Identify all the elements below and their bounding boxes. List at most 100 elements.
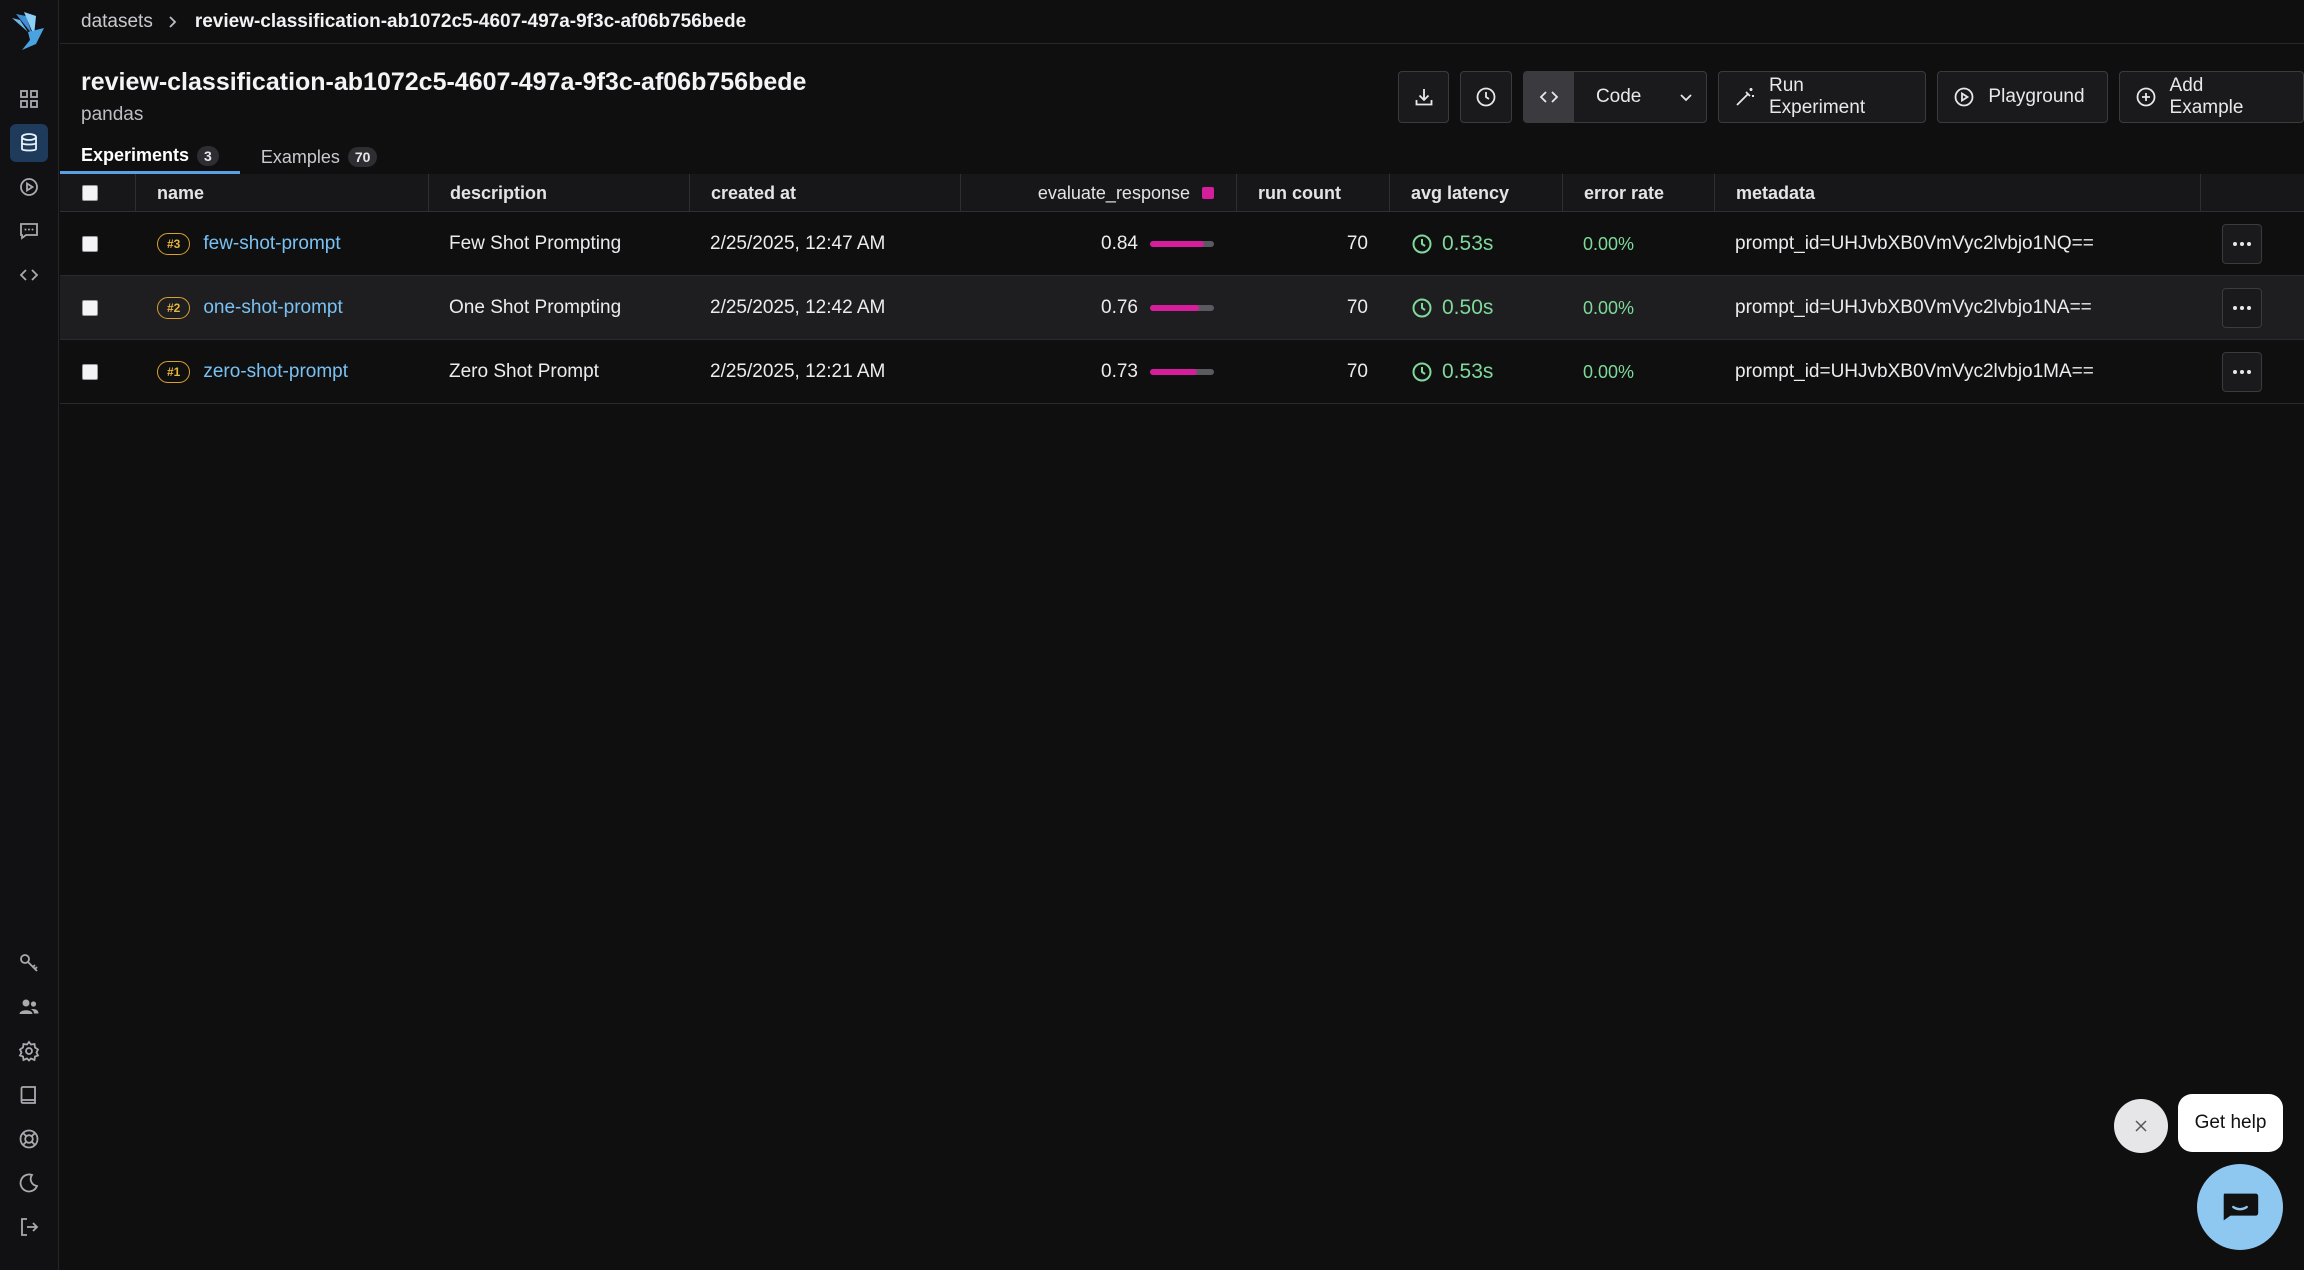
- history-button[interactable]: [1460, 71, 1512, 123]
- playground-label: Playground: [1988, 86, 2085, 107]
- score-bar-fill: [1150, 305, 1199, 311]
- breadcrumb-current: review-classification-ab1072c5-4607-497a…: [194, 10, 747, 32]
- created-at-cell: 2/25/2025, 12:47 AM: [710, 233, 886, 254]
- score-bar-fill: [1150, 241, 1204, 247]
- clock-icon: [1412, 298, 1432, 318]
- experiment-link[interactable]: zero-shot-prompt: [203, 361, 349, 382]
- table-row[interactable]: #2 one-shot-prompt One Shot Prompting 2/…: [60, 276, 2304, 340]
- experiment-link[interactable]: one-shot-prompt: [203, 297, 343, 318]
- table-row[interactable]: #3 few-shot-prompt Few Shot Prompting 2/…: [60, 212, 2304, 276]
- chat-bubble-icon: [2223, 1193, 2259, 1221]
- description-cell: Few Shot Prompting: [449, 233, 622, 254]
- page-subtitle: pandas: [81, 104, 144, 125]
- tab-label: Examples: [260, 146, 340, 167]
- score-bar: [1150, 369, 1214, 375]
- metadata-cell: prompt_id=UHJvbXB0VmVyc2lvbjo1NA==: [1735, 297, 2092, 318]
- header-actions: Code Run Experiment Playground Add Examp…: [1398, 71, 2304, 123]
- column-header-run-count[interactable]: run count: [1236, 174, 1389, 212]
- more-horizontal-icon: [2233, 370, 2251, 374]
- series-color-swatch: [1202, 187, 1214, 199]
- avg-latency-value: 0.53s: [1442, 232, 1494, 255]
- download-button[interactable]: [1398, 71, 1450, 123]
- help-chat-launcher-button[interactable]: [2197, 1164, 2283, 1250]
- column-header-avg-latency[interactable]: avg latency: [1389, 174, 1562, 212]
- sidebar: [0, 0, 59, 1270]
- page-title: review-classification-ab1072c5-4607-497a…: [81, 68, 807, 96]
- row-checkbox[interactable]: [82, 300, 98, 316]
- column-header-error-rate[interactable]: error rate: [1562, 174, 1714, 212]
- created-at-cell: 2/25/2025, 12:42 AM: [710, 297, 886, 318]
- row-more-button[interactable]: [2222, 224, 2262, 264]
- nav-prompts-message-icon[interactable]: [10, 212, 48, 250]
- play-circle-icon: [1952, 85, 1976, 109]
- select-all-checkbox[interactable]: [82, 185, 98, 201]
- nav-projects-grid-icon[interactable]: [10, 80, 48, 118]
- experiments-table: name description created at evaluate_res…: [60, 174, 2304, 404]
- avg-latency-cell: 0.53s: [1410, 340, 1493, 404]
- logo-icon[interactable]: [10, 10, 48, 52]
- nav-support-lifebuoy-icon[interactable]: [10, 1120, 48, 1158]
- row-actions-cell: [2222, 212, 2262, 276]
- row-select-cell: [82, 212, 98, 276]
- tab-examples[interactable]: Examples 70: [240, 140, 399, 174]
- evaluate-response-cell: 0.76: [960, 276, 1214, 340]
- row-more-button[interactable]: [2222, 352, 2262, 392]
- row-checkbox[interactable]: [82, 364, 98, 380]
- more-horizontal-icon: [2233, 242, 2251, 246]
- wand-icon: [1733, 85, 1757, 109]
- avg-latency-value: 0.53s: [1442, 360, 1494, 383]
- nav-api-keys-key-icon[interactable]: [10, 944, 48, 982]
- chevron-down-icon: [1666, 89, 1706, 105]
- description-cell: Zero Shot Prompt: [449, 361, 599, 382]
- clock-icon: [1474, 85, 1498, 109]
- score-value: 0.73: [1101, 361, 1138, 382]
- name-cell: #1 zero-shot-prompt: [157, 340, 348, 404]
- description-cell: One Shot Prompting: [449, 297, 622, 318]
- tab-experiments[interactable]: Experiments 3: [60, 140, 240, 174]
- run-experiment-button[interactable]: Run Experiment: [1718, 71, 1927, 123]
- run-count-cell: 70: [1346, 297, 1368, 318]
- tab-count-badge: 70: [347, 147, 378, 167]
- table-row[interactable]: #1 zero-shot-prompt Zero Shot Prompt 2/2…: [60, 340, 2304, 404]
- row-checkbox[interactable]: [82, 236, 98, 252]
- tab-bar: Experiments 3 Examples 70: [60, 140, 398, 174]
- score-value: 0.84: [1101, 233, 1138, 254]
- nav-settings-icon[interactable]: [10, 1032, 48, 1070]
- breadcrumb-datasets-link[interactable]: datasets: [81, 10, 153, 32]
- help-close-button[interactable]: [2114, 1099, 2168, 1153]
- column-header-evaluate-response[interactable]: evaluate_response: [960, 174, 1236, 212]
- chevron-right-icon: [167, 15, 179, 29]
- evaluate-response-cell: 0.84: [960, 212, 1214, 276]
- column-header-description[interactable]: description: [428, 174, 689, 212]
- select-all-cell: [60, 174, 135, 212]
- nav-datasets-database-icon[interactable]: [10, 124, 48, 162]
- column-header-actions: [2200, 174, 2304, 212]
- row-select-cell: [82, 276, 98, 340]
- nav-docs-book-icon[interactable]: [10, 1076, 48, 1114]
- avg-latency-value: 0.50s: [1442, 296, 1494, 319]
- add-example-button[interactable]: Add Example: [2118, 71, 2304, 123]
- playground-button[interactable]: Playground: [1937, 71, 2108, 123]
- nav-apis-code-icon[interactable]: [10, 256, 48, 294]
- column-header-created-at[interactable]: created at: [689, 174, 960, 212]
- tab-count-badge: 3: [197, 145, 219, 166]
- more-horizontal-icon: [2233, 306, 2251, 310]
- experiment-link[interactable]: few-shot-prompt: [203, 233, 341, 254]
- column-header-name[interactable]: name: [135, 174, 428, 212]
- close-icon: [2135, 1120, 2147, 1132]
- code-icon: [1523, 72, 1574, 122]
- nav-theme-moon-icon[interactable]: [10, 1164, 48, 1202]
- name-cell: #3 few-shot-prompt: [157, 212, 341, 276]
- code-dropdown[interactable]: Code: [1522, 71, 1707, 123]
- code-dropdown-label: Code: [1595, 86, 1642, 107]
- error-rate-cell: 0.00%: [1583, 233, 1635, 254]
- name-cell: #2 one-shot-prompt: [157, 276, 343, 340]
- row-actions-cell: [2222, 276, 2262, 340]
- nav-logout-icon[interactable]: [10, 1208, 48, 1246]
- row-more-button[interactable]: [2222, 288, 2262, 328]
- column-header-metadata[interactable]: metadata: [1714, 174, 2200, 212]
- get-help-bubble[interactable]: Get help: [2178, 1094, 2283, 1152]
- nav-playground-play-circle-icon[interactable]: [10, 168, 48, 206]
- nav-users-icon[interactable]: [10, 988, 48, 1026]
